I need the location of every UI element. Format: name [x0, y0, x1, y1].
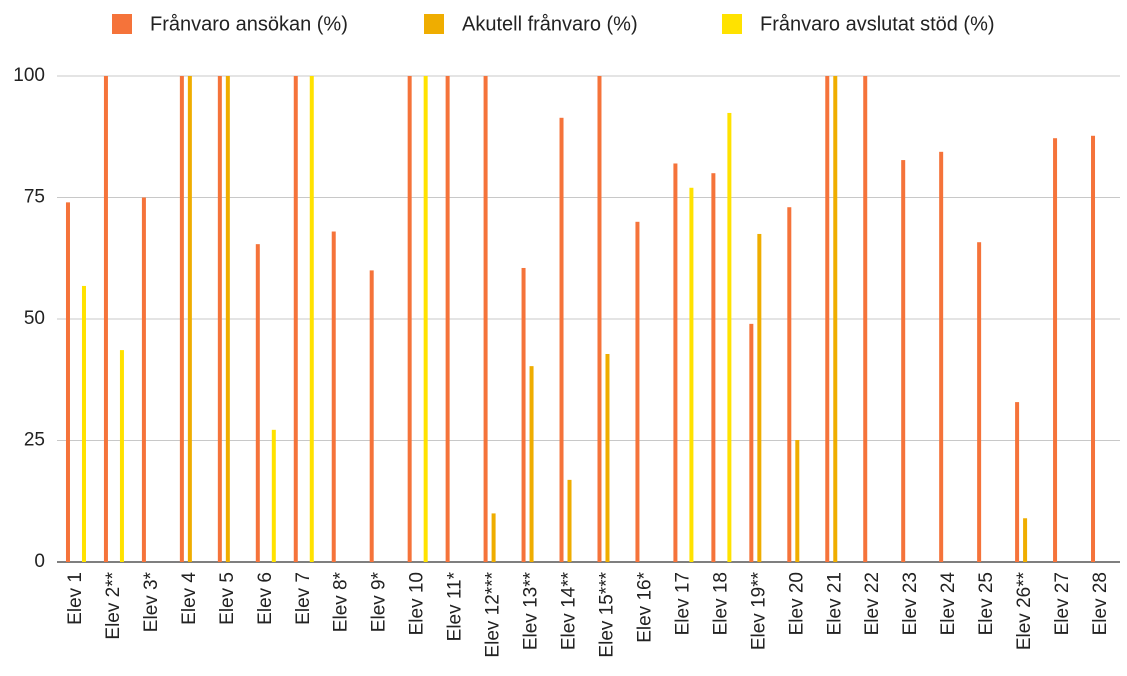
x-tick-label: Elev 8*	[331, 571, 352, 632]
bar	[529, 366, 534, 562]
x-tick-label: Elev 26**	[1014, 571, 1035, 650]
bar	[689, 187, 694, 562]
bar	[141, 197, 146, 562]
bar	[445, 76, 450, 562]
bar	[1053, 138, 1058, 562]
bar	[271, 429, 276, 562]
x-tick-label: Elev 11*	[445, 571, 466, 641]
y-tick-label: 25	[24, 430, 45, 451]
bar	[559, 117, 564, 563]
bar	[423, 76, 428, 562]
legend-label: Frånvaro ansökan (%)	[150, 13, 348, 35]
legend-swatch	[112, 14, 132, 34]
y-tick-label: 0	[34, 551, 45, 572]
bar	[825, 76, 830, 562]
x-tick-label: Elev 12***	[483, 571, 504, 657]
bar	[293, 76, 298, 562]
x-tick-label: Elev 7	[293, 572, 314, 625]
x-tick-label: Elev 13**	[521, 571, 542, 650]
bar	[863, 76, 868, 562]
bar	[179, 76, 184, 562]
bar	[901, 160, 906, 562]
bar	[331, 231, 336, 562]
x-tick-label: Elev 24	[938, 572, 959, 636]
x-tick-label: Elev 16*	[634, 571, 655, 642]
x-tick-label: Elev 19**	[748, 571, 769, 650]
bar	[491, 513, 496, 562]
x-tick-label: Elev 17	[672, 572, 693, 635]
bar	[255, 244, 260, 562]
x-tick-label: Elev 3*	[141, 571, 162, 632]
x-tick-label: Elev 6	[255, 572, 276, 625]
bar	[787, 207, 792, 562]
x-tick-label: Elev 25	[976, 572, 997, 635]
x-tick-label: Elev 27	[1052, 572, 1073, 635]
bar	[795, 440, 800, 562]
legend-label: Akutell frånvaro (%)	[462, 13, 638, 35]
legend-label: Frånvaro avslutat stöd (%)	[760, 13, 995, 35]
x-tick-label: Elev 10	[407, 572, 428, 635]
bar	[407, 76, 412, 562]
x-tick-label: Elev 28	[1090, 572, 1111, 635]
y-tick-label: 50	[24, 308, 45, 329]
x-tick-label: Elev 15***	[596, 571, 617, 657]
bar	[977, 242, 982, 562]
bar	[749, 323, 754, 562]
bar	[521, 267, 526, 562]
x-tick-label: Elev 22	[862, 572, 883, 635]
x-tick-label: Elev 9*	[369, 571, 390, 632]
x-tick-label: Elev 18	[710, 572, 731, 635]
bar	[597, 76, 602, 562]
bar	[217, 76, 222, 562]
x-tick-label: Elev 23	[900, 572, 921, 635]
x-tick-label: Elev 2**	[103, 571, 124, 639]
x-tick-label: Elev 5	[217, 572, 238, 625]
legend-swatch	[424, 14, 444, 34]
x-tick-label: Elev 20	[786, 572, 807, 635]
legend-swatch	[722, 14, 742, 34]
bar	[673, 163, 678, 563]
x-tick-label: Elev 1	[65, 572, 86, 625]
x-tick-label: Elev 4	[179, 572, 200, 625]
bar	[1091, 135, 1096, 562]
bar	[939, 151, 944, 563]
bar	[81, 285, 86, 562]
bar	[833, 76, 838, 562]
bar	[103, 76, 108, 562]
bar	[309, 76, 314, 562]
bar	[757, 233, 762, 562]
x-tick-label: Elev 21	[824, 572, 845, 635]
bar	[567, 479, 572, 562]
bar	[187, 76, 192, 562]
y-tick-label: 100	[13, 65, 45, 86]
bar	[119, 350, 124, 562]
bar	[65, 202, 70, 563]
y-tick-label: 75	[24, 187, 45, 208]
bar	[369, 270, 374, 562]
bar	[711, 173, 716, 562]
x-tick-label: Elev 14**	[559, 571, 580, 650]
bar	[605, 353, 610, 562]
bar	[635, 221, 640, 563]
bar	[225, 76, 230, 562]
bar	[1015, 402, 1020, 562]
bar	[483, 76, 488, 562]
bar	[727, 112, 732, 562]
bar	[1023, 518, 1028, 562]
